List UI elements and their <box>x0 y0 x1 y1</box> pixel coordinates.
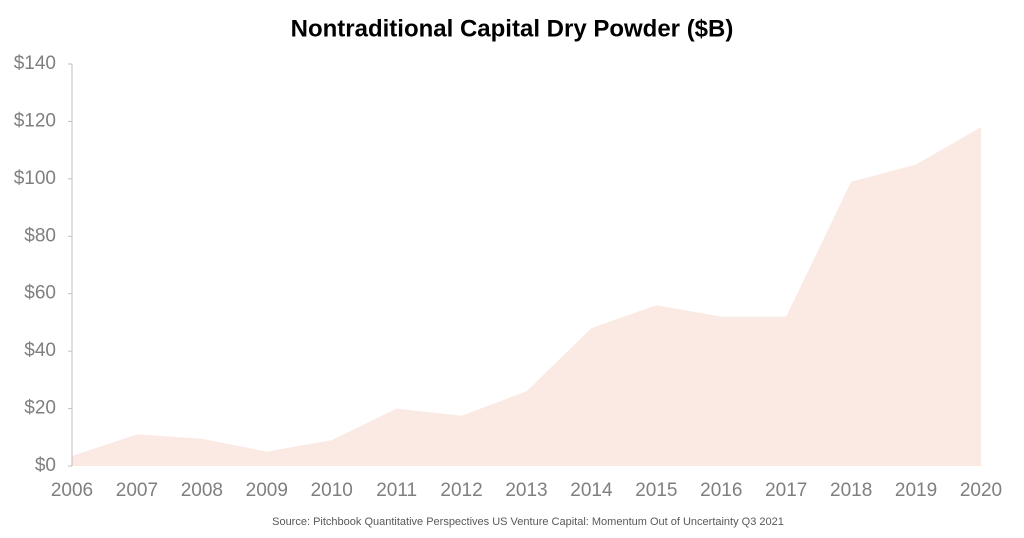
area <box>72 127 981 467</box>
y-tick-label: $20 <box>24 398 56 419</box>
x-tick-label: 2018 <box>830 480 872 501</box>
y-tick-label: $140 <box>14 53 56 74</box>
x-tick-label: 2019 <box>895 480 937 501</box>
x-tick-label: 2009 <box>246 480 288 501</box>
x-tick-label: 2016 <box>700 480 742 501</box>
x-tick-label: 2013 <box>505 480 547 501</box>
chart-title: Nontraditional Capital Dry Powder ($B) <box>291 15 734 42</box>
x-tick-label: 2008 <box>181 480 223 501</box>
y-tick-label: $40 <box>24 340 56 361</box>
x-tick-label: 2020 <box>960 480 1002 501</box>
x-tick-label: 2007 <box>116 480 158 501</box>
source-note: Source: Pitchbook Quantitative Perspecti… <box>272 516 784 528</box>
x-tick-label: 2006 <box>51 480 93 501</box>
y-tick-label: $100 <box>14 168 56 189</box>
y-tick-label: $80 <box>24 225 56 246</box>
x-tick-label: 2014 <box>570 480 613 501</box>
x-tick-label: 2015 <box>635 480 677 501</box>
y-tick-label: $0 <box>35 455 56 476</box>
y-tick-label: $120 <box>14 110 56 131</box>
x-tick-label: 2012 <box>440 480 482 501</box>
y-tick-label: $60 <box>24 283 56 304</box>
x-tick-label: 2017 <box>765 480 807 501</box>
x-tick-label: 2010 <box>311 480 353 501</box>
x-tick-label: 2011 <box>376 480 417 501</box>
